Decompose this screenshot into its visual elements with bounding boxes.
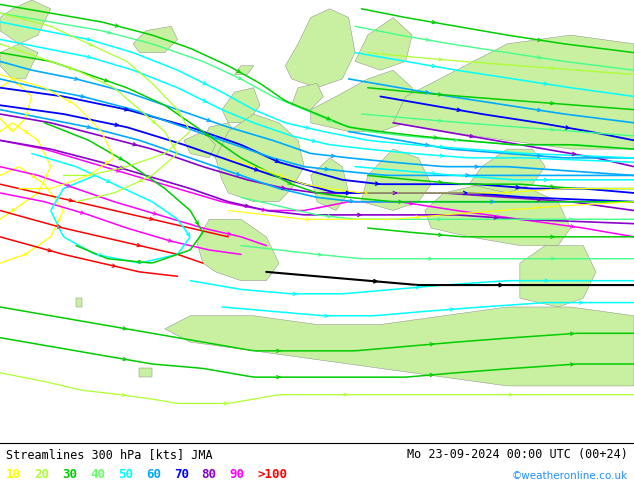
Polygon shape — [222, 88, 260, 123]
Polygon shape — [393, 35, 634, 149]
Text: 40: 40 — [90, 468, 105, 481]
Polygon shape — [0, 0, 51, 44]
Polygon shape — [197, 220, 279, 281]
Polygon shape — [469, 149, 545, 193]
Polygon shape — [139, 368, 152, 377]
Text: >100: >100 — [257, 468, 287, 481]
Text: 10: 10 — [6, 468, 22, 481]
Polygon shape — [311, 158, 349, 211]
Polygon shape — [165, 307, 634, 386]
Polygon shape — [361, 149, 431, 211]
Text: 20: 20 — [34, 468, 49, 481]
Polygon shape — [216, 114, 304, 202]
Text: 70: 70 — [174, 468, 189, 481]
Text: 50: 50 — [118, 468, 133, 481]
Polygon shape — [425, 184, 571, 245]
Text: ©weatheronline.co.uk: ©weatheronline.co.uk — [512, 471, 628, 481]
Polygon shape — [292, 83, 323, 110]
Polygon shape — [235, 66, 254, 74]
Polygon shape — [520, 245, 596, 307]
Text: 60: 60 — [146, 468, 161, 481]
Polygon shape — [203, 123, 241, 162]
Polygon shape — [0, 44, 38, 79]
Text: 90: 90 — [230, 468, 245, 481]
Polygon shape — [184, 132, 216, 158]
Polygon shape — [311, 70, 418, 132]
Polygon shape — [76, 298, 82, 307]
Polygon shape — [355, 18, 412, 70]
Polygon shape — [285, 9, 355, 88]
Text: 80: 80 — [202, 468, 217, 481]
Text: Streamlines 300 hPa [kts] JMA: Streamlines 300 hPa [kts] JMA — [6, 448, 213, 461]
Text: 30: 30 — [62, 468, 77, 481]
Polygon shape — [133, 26, 178, 52]
Text: Mo 23-09-2024 00:00 UTC (00+24): Mo 23-09-2024 00:00 UTC (00+24) — [407, 448, 628, 461]
